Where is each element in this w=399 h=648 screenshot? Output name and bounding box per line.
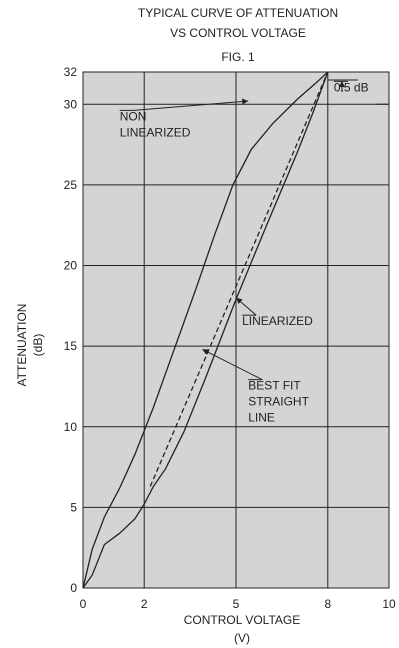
x-tick-label-0: 0 — [80, 597, 87, 611]
y-tick-label-0: 0 — [70, 581, 77, 595]
x-tick-label-10: 10 — [382, 597, 396, 611]
annotation-arrow-non-linearized — [133, 100, 249, 111]
x-axis-label: CONTROL VOLTAGE (V) — [184, 613, 300, 645]
annotation-text-best-fit-straight-line-1: STRAIGHT — [248, 395, 309, 409]
series-linearized — [82, 71, 329, 589]
y-axis-label-line-1: ATTENUATION — [15, 304, 29, 387]
annotation-text-non-linearized-0: NON — [120, 109, 147, 123]
chart-title: TYPICAL CURVE OF ATTENUATION VS CONTROL … — [138, 6, 338, 64]
annotation-text-best-fit-straight-line-2: LINE — [248, 411, 275, 425]
series-best-fit-straight-line — [149, 71, 329, 487]
x-tick-label-8: 8 — [324, 597, 331, 611]
annotation-non-linearized: NON LINEARIZED — [119, 98, 249, 139]
y-tick-label-20: 20 — [64, 259, 78, 273]
title-line-1: TYPICAL CURVE OF ATTENUATION — [138, 6, 338, 20]
x-tick-label-2: 2 — [141, 597, 148, 611]
annotation-arrowhead-non-linearized — [242, 98, 249, 105]
y-axis-label: ATTENUATION (dB) — [15, 304, 45, 387]
annotation-best-fit-straight-line: BEST FIT STRAIGHT LINE — [202, 348, 310, 425]
annotation-text-non-linearized-1: LINEARIZED — [120, 125, 191, 139]
annotation-layer: NON LINEARIZED LINEARIZED BEST FIT STRAIGHT L… — [119, 79, 389, 425]
y-tick-label-15: 15 — [64, 339, 78, 353]
annotation-arrowhead-best-fit-straight-line — [202, 349, 210, 355]
series-non-linearized — [82, 71, 329, 589]
y-tick-label-30: 30 — [64, 97, 78, 111]
x-tick-label-5: 5 — [233, 597, 240, 611]
y-tick-label-5: 5 — [70, 500, 77, 514]
annotation-0-5-db: 0.5 dB — [327, 79, 389, 105]
title-line-3: FIG. 1 — [221, 50, 255, 64]
y-axis-label-line-2: (dB) — [31, 334, 45, 357]
annotation-text-best-fit-straight-line-0: BEST FIT — [248, 379, 301, 393]
x-axis-label-line-2: (V) — [234, 631, 250, 645]
title-line-2: VS CONTROL VOLTAGE — [170, 26, 306, 40]
annotation-linearized: LINEARIZED — [235, 297, 313, 328]
gridlines — [83, 72, 389, 588]
annotation-bracket-arrow — [338, 81, 345, 87]
annotation-text-linearized-0: LINEARIZED — [242, 314, 313, 328]
series-layer — [82, 71, 329, 589]
x-axis-label-line-1: CONTROL VOLTAGE — [184, 613, 300, 627]
y-tick-label-25: 25 — [64, 178, 78, 192]
y-tick-label-32: 32 — [64, 65, 78, 79]
annotation-arrowhead-linearized — [236, 297, 243, 304]
annotation-text-0-5-db-0: 0.5 dB — [334, 80, 369, 94]
annotation-arrow-best-fit-straight-line — [202, 348, 263, 381]
y-tick-label-10: 10 — [64, 420, 78, 434]
